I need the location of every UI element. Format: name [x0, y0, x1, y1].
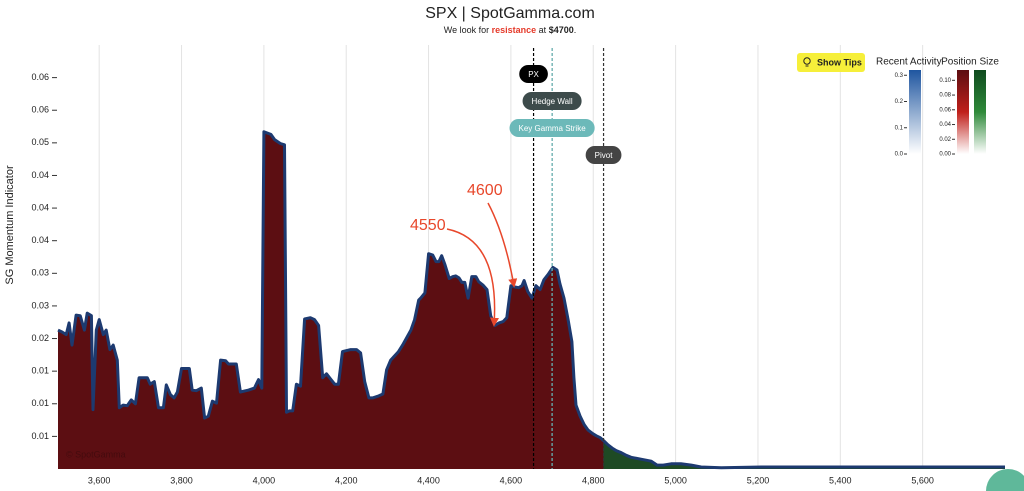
annotation-arrow	[487, 202, 518, 288]
colorbar-tick-label: 0.02	[939, 137, 951, 143]
level-label: Pivot	[595, 151, 614, 160]
annotation: 4600	[467, 182, 503, 199]
y-tick-label: 0.01	[31, 398, 49, 408]
x-tick-label: 5,200	[747, 475, 770, 485]
colorbars: Recent Activity 0.0 0.1 0.2 0.3 Position Size…	[876, 57, 999, 158]
colorbar-tick-label: 0.1	[895, 125, 904, 131]
y-tick-label: 0.04	[31, 170, 49, 180]
colorbar	[909, 70, 921, 154]
subtitle-text: at	[539, 25, 547, 35]
y-tick-label: 0.03	[31, 268, 49, 278]
x-tick-label: 3,800	[170, 475, 193, 485]
watermark: © SpotGamma	[66, 449, 126, 459]
subtitle-highlight: resistance	[492, 25, 537, 35]
area	[58, 131, 604, 469]
level-label: PX	[528, 70, 539, 79]
level-pill	[509, 119, 595, 137]
x-tick-label: 5,000	[664, 475, 687, 485]
colorbar-tick-label: 0.10	[939, 78, 951, 84]
colorbar-tick-label: 0.00	[939, 152, 951, 158]
y-tick-label: 0.06	[31, 72, 49, 82]
colorbar-tick-label: 0.2	[895, 99, 904, 105]
y-tick-label: 0.06	[31, 105, 49, 115]
colorbar-title: Position Size	[941, 57, 999, 68]
level-pill	[519, 65, 548, 83]
y-tick-label: 0.04	[31, 235, 49, 245]
x-tick-label: 4,400	[417, 475, 440, 485]
level-label: Key Gamma Strike	[519, 124, 587, 133]
subtitle-text: .	[574, 25, 577, 35]
chart-title: SPX | SpotGamma.com	[425, 5, 595, 22]
colorbar-tick-label: 0.0	[895, 152, 904, 158]
plot	[57, 130, 1005, 470]
x-tick-label: 4,800	[582, 475, 605, 485]
line	[57, 130, 1005, 470]
colorbar-tick-label: 0.08	[939, 93, 951, 99]
colorbar	[957, 70, 969, 154]
subtitle-text: We look for	[444, 25, 489, 35]
colorbar-tick-label: 0.3	[895, 73, 904, 79]
y-tick-label: 0.02	[31, 333, 49, 343]
y-tick-label: 0.03	[31, 300, 49, 310]
level-pill	[522, 92, 582, 110]
y-tick-label: 0.04	[31, 202, 49, 212]
annotation: 4550	[410, 217, 446, 234]
subtitle: We look for resistance at $4700.	[444, 25, 577, 35]
y-tick-label: 0.05	[31, 137, 49, 147]
y-tick-label: 0.01	[31, 366, 49, 376]
level-pill	[585, 146, 622, 164]
y-tick-label: 0.01	[31, 431, 49, 441]
y-axis-label: SG Momentum Indicator	[4, 165, 16, 285]
x-tick-label: 4,200	[335, 475, 358, 485]
colorbar-title: Recent Activity	[876, 57, 942, 68]
annotation-arrow	[446, 228, 499, 327]
colorbar-tick-label: 0.04	[939, 122, 951, 128]
area	[603, 440, 1005, 469]
help-button[interactable]	[986, 469, 1024, 491]
levels: PX Hedge Wall Key Gamma Strike Pivot	[509, 48, 622, 469]
x-tick-label: 3,600	[88, 475, 111, 485]
bulb-icon	[803, 57, 811, 65]
subtitle-price: $4700	[549, 25, 574, 35]
colorbar	[974, 70, 986, 154]
button-label[interactable]: Show Tips	[817, 57, 862, 67]
level-label: Hedge Wall	[532, 97, 573, 106]
x-tick-label: 4,600	[500, 475, 523, 485]
x-tick-label: 4,000	[253, 475, 276, 485]
colorbar-tick-label: 0.06	[939, 107, 951, 113]
show-tips-button[interactable]: Show Tips	[797, 53, 865, 72]
x-tick-label: 5,400	[829, 475, 852, 485]
button-background[interactable]	[797, 53, 865, 72]
x-tick-label: 5,600	[911, 475, 934, 485]
